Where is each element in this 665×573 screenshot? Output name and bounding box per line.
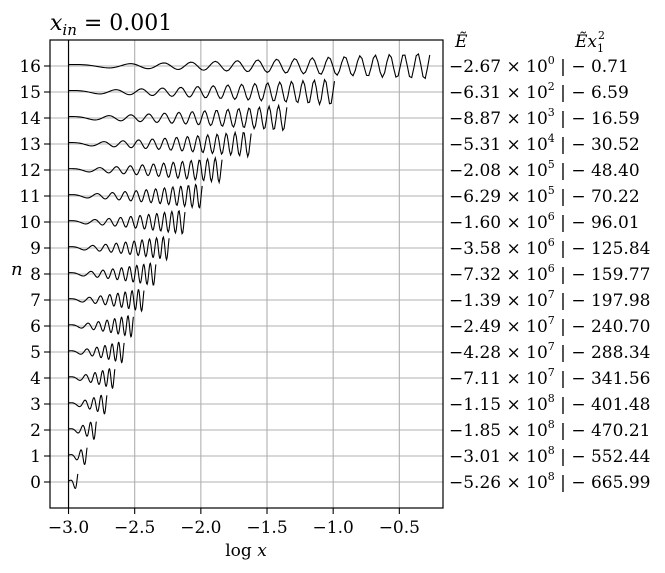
energy-label-n-2: −1.85 × 108 | − 470.21 (449, 418, 650, 441)
y-tick-label: 10 (19, 213, 41, 233)
energy-label-n-11: −6.29 × 105 | − 70.22 (449, 184, 640, 207)
curve-n-11 (68, 183, 203, 210)
energy-label-n-4: −7.11 × 107 | − 341.56 (449, 366, 650, 389)
column-header-scaled-energy: Ẽx12 (574, 29, 605, 55)
x-tick-label: −2.0 (180, 518, 221, 538)
curve-n-4 (68, 367, 116, 390)
curve-n-0 (68, 473, 79, 489)
y-tick-label: 13 (19, 135, 41, 155)
energy-label-n-8: −7.32 × 106 | − 159.77 (449, 262, 650, 285)
y-tick-label: 12 (19, 161, 41, 181)
curve-n-7 (68, 288, 145, 313)
energy-label-n-13: −5.31 × 104 | − 30.52 (449, 132, 640, 155)
y-tick-label: 2 (30, 421, 41, 441)
curve-n-12 (68, 155, 223, 185)
energy-label-n-6: −2.49 × 107 | − 240.70 (449, 314, 650, 337)
x-tick-label: −1.0 (313, 518, 354, 538)
energy-label-n-0: −5.26 × 108 | − 665.99 (449, 470, 650, 493)
curve-n-16 (68, 52, 431, 80)
y-tick-label: 3 (30, 395, 41, 415)
y-tick-label: 4 (30, 369, 41, 389)
curve-n-1 (68, 447, 88, 466)
y-tick-label: 1 (30, 447, 41, 467)
energy-label-n-12: −2.08 × 105 | − 48.40 (449, 158, 640, 181)
energy-label-n-5: −4.28 × 107 | − 288.34 (449, 340, 650, 363)
energy-label-n-10: −1.60 × 106 | − 96.01 (449, 210, 640, 233)
energy-label-n-1: −3.01 × 108 | − 552.44 (449, 444, 650, 467)
axis-ticks: −3.0 −2.5 −2.0 −1.5 −1.0 −0.50123456789101112… (19, 57, 420, 538)
curve-n-13 (68, 130, 252, 159)
y-tick-label: 7 (30, 291, 41, 311)
curve-n-5 (68, 341, 125, 364)
x-tick-label: −0.5 (379, 518, 420, 538)
x-tick-label: −3.0 (48, 518, 89, 538)
energy-label-n-15: −6.31 × 102 | − 6.59 (449, 80, 629, 103)
y-tick-label: 16 (19, 57, 41, 77)
x-tick-label: −2.5 (114, 518, 155, 538)
curve-n-14 (68, 103, 288, 132)
energy-label-n-7: −1.39 × 107 | − 197.98 (449, 288, 650, 311)
curve-n-8 (68, 262, 157, 286)
y-tick-label: 15 (19, 83, 41, 103)
y-tick-label: 0 (30, 473, 41, 493)
curve-n-10 (68, 209, 186, 235)
energy-label-n-9: −3.58 × 106 | − 125.84 (449, 236, 650, 259)
curve-n-2 (68, 421, 97, 440)
y-tick-label: 6 (30, 317, 41, 337)
column-header-energy: Ẽ (454, 31, 468, 52)
curve-n-9 (68, 235, 170, 262)
curve-n-15 (68, 78, 336, 107)
y-tick-label: 11 (19, 187, 41, 207)
energy-label-n-3: −1.15 × 108 | − 401.48 (449, 392, 650, 415)
y-tick-label: 8 (30, 265, 41, 285)
energy-label-n-14: −8.87 × 103 | − 16.59 (449, 106, 640, 129)
curve-n-6 (68, 315, 134, 339)
x-tick-label: −1.5 (246, 518, 287, 538)
y-tick-label: 5 (30, 343, 41, 363)
y-tick-label: 9 (30, 239, 41, 259)
curve-n-3 (68, 394, 108, 415)
x-axis-label: log x (225, 541, 267, 561)
grid-lines (50, 40, 443, 508)
y-tick-label: 14 (19, 109, 41, 129)
chart-title: xin = 0.001 (50, 11, 172, 39)
y-axis-label: n (11, 259, 23, 280)
wavefunction-curves (68, 52, 431, 489)
right-labels: −2.67 × 100 | − 0.71 −6.31 × 102 | − 6.59… (449, 54, 650, 493)
energy-label-n-16: −2.67 × 100 | − 0.71 (449, 54, 629, 77)
